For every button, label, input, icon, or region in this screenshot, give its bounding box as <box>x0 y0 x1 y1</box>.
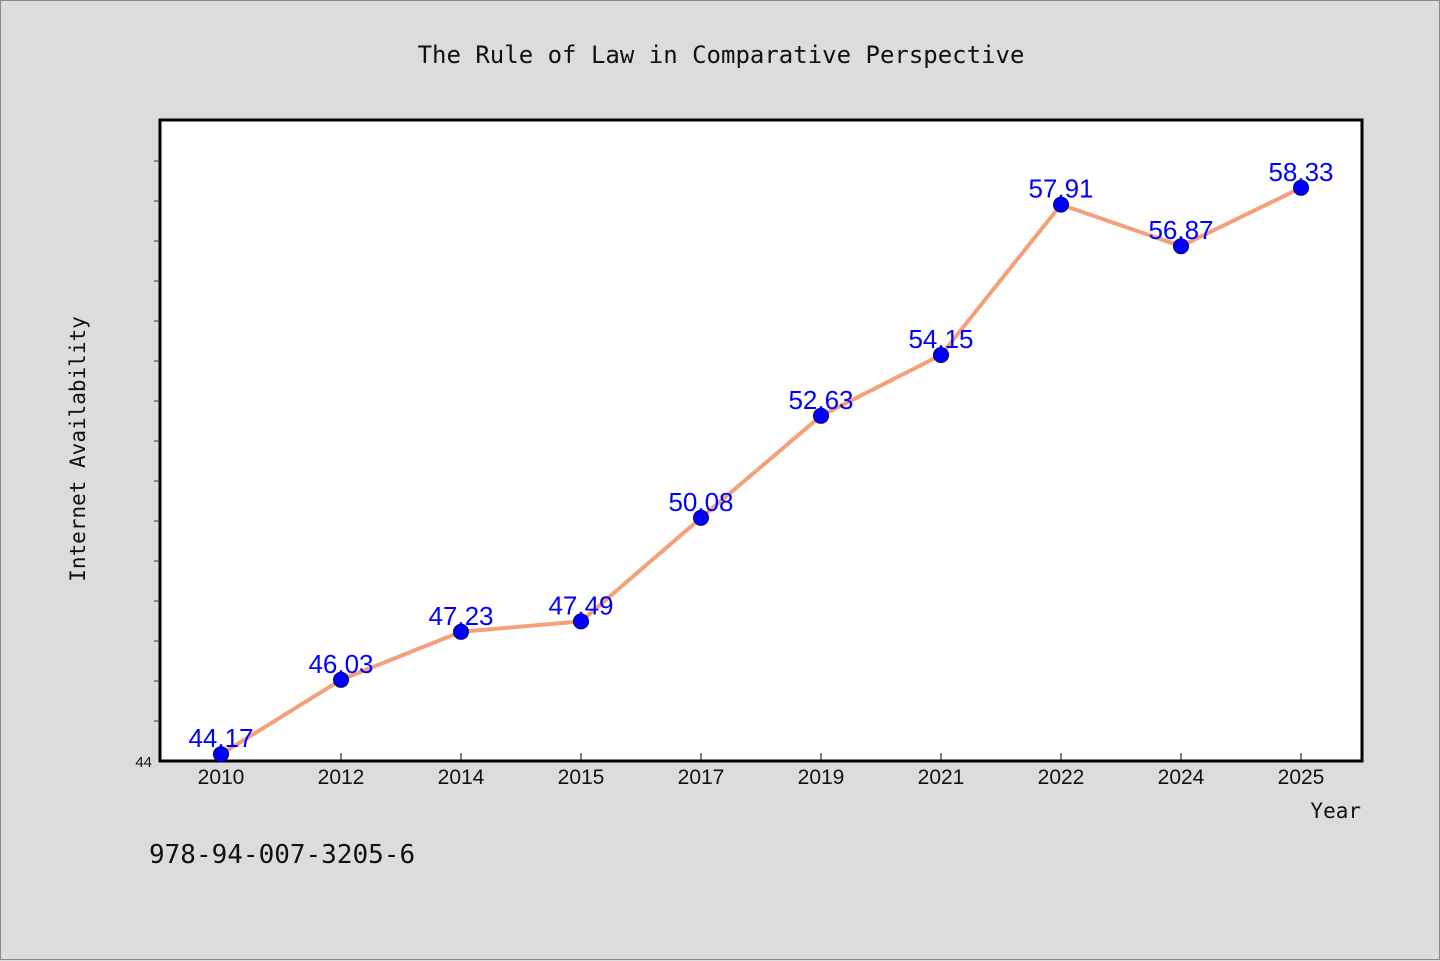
data-label: 52.63 <box>788 385 853 415</box>
chart-title: The Rule of Law in Comparative Perspecti… <box>418 41 1025 69</box>
x-tick-label: 2019 <box>798 766 845 789</box>
x-axis-label: Year <box>1310 799 1361 823</box>
x-axis-ticks: 2010 2012 2014 2015 2017 2019 2021 2022 2024 2025 <box>198 753 1325 789</box>
data-label: 58.33 <box>1268 157 1333 187</box>
data-label: 46.03 <box>308 649 373 679</box>
data-point <box>693 509 709 526</box>
x-tick-label: 2024 <box>1158 766 1205 789</box>
x-tick-label: 2017 <box>678 766 725 789</box>
data-point <box>1053 196 1069 213</box>
data-point <box>813 407 829 424</box>
data-point <box>453 623 469 640</box>
y-axis-label: Internet Availability <box>66 316 90 582</box>
data-point <box>213 746 229 763</box>
data-labels: 44.17 46.03 47.23 47.49 50.08 52.63 54.15 57.91… <box>188 157 1333 753</box>
data-point <box>333 671 349 688</box>
data-markers <box>213 179 1309 763</box>
data-label: 56.87 <box>1148 215 1213 245</box>
data-label: 57.91 <box>1028 174 1093 204</box>
data-label: 50.08 <box>668 487 733 517</box>
x-tick-label: 2014 <box>438 766 485 789</box>
series-line <box>219 186 1302 756</box>
plot-area <box>158 118 1364 763</box>
data-label: 47.23 <box>428 601 493 631</box>
data-point <box>1173 238 1189 255</box>
x-tick-label: 2022 <box>1038 766 1085 789</box>
x-tick-label: 2010 <box>198 766 245 789</box>
isbn-identifier: 978-94-007-3205-6 <box>149 840 415 870</box>
data-point <box>933 347 949 363</box>
x-tick-label: 2021 <box>918 766 965 789</box>
data-label: 47.49 <box>548 590 613 620</box>
x-tick-label: 2012 <box>318 766 365 789</box>
y-tick-label: 44 <box>135 754 152 771</box>
x-tick-label: 2025 <box>1278 766 1325 789</box>
data-point <box>1293 179 1309 196</box>
data-point <box>573 613 589 630</box>
x-tick-label: 2015 <box>558 766 605 789</box>
y-axis-ticks <box>154 160 160 722</box>
data-label: 44.17 <box>188 723 253 753</box>
data-label: 54.15 <box>908 324 973 354</box>
